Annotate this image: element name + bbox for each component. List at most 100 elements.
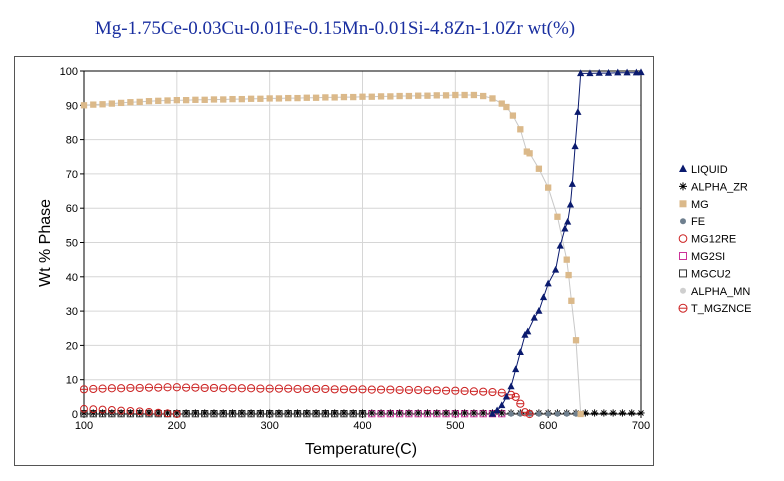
- data-point: [502, 392, 510, 400]
- data-point: [415, 92, 422, 99]
- y-tick-label: 60: [66, 203, 78, 215]
- data-point: [530, 313, 538, 321]
- x-tick-label: 300: [260, 420, 278, 432]
- data-point: [536, 411, 542, 417]
- data-point: [247, 409, 255, 417]
- data-point: [126, 406, 135, 415]
- data-point: [321, 384, 330, 394]
- legend-marker: [678, 303, 688, 313]
- data-point: [503, 103, 510, 111]
- data-point: [275, 95, 283, 102]
- y-tick-label: 30: [66, 306, 78, 318]
- data-point: [284, 409, 292, 417]
- legend-item: FE: [680, 216, 705, 228]
- data-point: [545, 184, 552, 191]
- data-point: [331, 94, 338, 101]
- data-point: [637, 409, 645, 417]
- legend-item: MG2SI: [679, 251, 725, 263]
- data-point: [405, 92, 413, 100]
- data-point: [108, 100, 115, 107]
- data-point: [154, 409, 162, 417]
- data-point: [507, 382, 515, 390]
- data-point: [614, 68, 622, 76]
- data-point: [377, 93, 385, 100]
- legend-marker: [680, 287, 686, 294]
- data-point: [387, 93, 394, 100]
- legend-label: ALPHA_MN: [691, 286, 750, 298]
- data-point: [80, 404, 88, 413]
- data-point: [191, 383, 200, 392]
- data-point: [524, 327, 532, 335]
- data-point: [600, 409, 608, 417]
- data-point: [377, 409, 385, 417]
- data-point: [461, 91, 468, 99]
- data-point: [545, 411, 551, 417]
- data-point: [238, 95, 245, 103]
- data-point: [470, 409, 478, 417]
- y-tick-label: 100: [60, 66, 78, 78]
- data-point: [182, 409, 190, 417]
- data-point: [358, 385, 367, 394]
- series-group: [79, 68, 645, 419]
- data-point: [293, 409, 302, 417]
- legend: LIQUID ALPHA_ZR MG FE MG12RE MG2SI MGCU2 ALPHA_…: [678, 164, 752, 315]
- data-point: [228, 409, 237, 417]
- data-point: [432, 386, 441, 395]
- data-point: [442, 409, 450, 417]
- data-point: [628, 409, 636, 417]
- data-point: [172, 383, 181, 392]
- data-point: [554, 411, 561, 417]
- data-point: [512, 365, 520, 373]
- data-point: [117, 99, 125, 107]
- y-tick-label: 40: [66, 272, 78, 284]
- data-point: [623, 68, 631, 76]
- legend-label: LIQUID: [691, 164, 728, 176]
- data-point: [228, 384, 237, 393]
- data-point: [414, 409, 422, 417]
- data-point: [99, 101, 106, 108]
- data-point: [367, 385, 376, 394]
- data-point: [321, 409, 329, 417]
- data-point: [497, 388, 506, 397]
- data-point: [182, 383, 191, 392]
- data-point: [154, 408, 163, 417]
- data-point: [574, 108, 582, 115]
- y-tick-label: 50: [66, 238, 78, 250]
- data-point: [257, 95, 264, 102]
- data-point: [441, 386, 451, 395]
- data-point: [423, 386, 432, 395]
- data-point: [135, 383, 144, 393]
- data-point: [284, 384, 293, 393]
- legend-label: MG: [691, 199, 709, 211]
- x-tick-label: 100: [75, 420, 93, 432]
- data-point: [312, 94, 320, 101]
- data-point: [220, 96, 227, 103]
- legend-item: MGCU2: [679, 268, 731, 280]
- data-point: [509, 112, 517, 119]
- data-point: [163, 383, 172, 392]
- series-liquid: [488, 68, 645, 417]
- x-tick-label: 600: [539, 420, 557, 432]
- data-point: [117, 406, 126, 415]
- data-point: [573, 411, 579, 417]
- legend-label: FE: [691, 216, 705, 228]
- data-point: [247, 95, 255, 102]
- data-point: [274, 384, 284, 393]
- data-point: [577, 410, 584, 418]
- data-point: [163, 409, 172, 418]
- data-point: [191, 409, 199, 417]
- data-point: [98, 405, 107, 414]
- x-tick-label: 200: [168, 420, 186, 432]
- data-point: [368, 93, 375, 100]
- data-point: [90, 101, 97, 108]
- data-point: [163, 409, 172, 417]
- data-point: [145, 408, 153, 416]
- data-point: [80, 102, 88, 109]
- data-point: [551, 265, 560, 273]
- data-point: [127, 99, 134, 106]
- series-mg: [80, 91, 584, 418]
- chart-title: Mg-1.75Ce-0.03Cu-0.01Fe-0.15Mn-0.01Si-4.…: [94, 18, 576, 39]
- data-point: [526, 150, 533, 157]
- data-point: [154, 383, 163, 392]
